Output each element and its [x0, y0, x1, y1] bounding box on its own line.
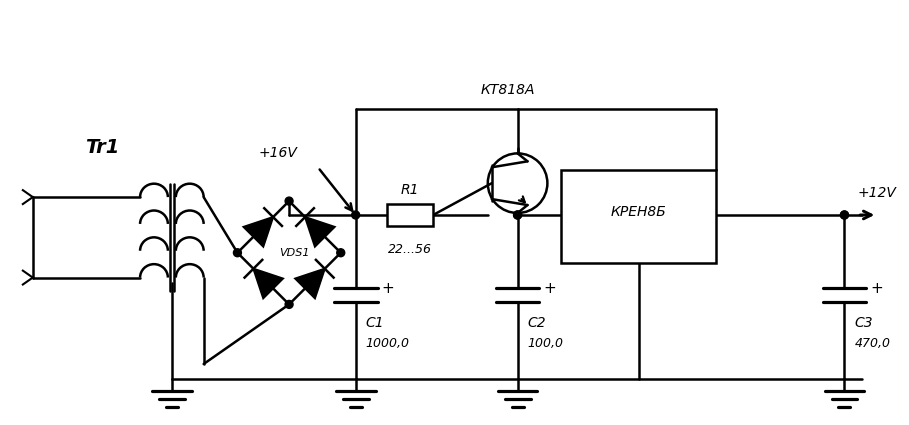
Polygon shape — [295, 269, 325, 298]
Text: +: + — [544, 280, 556, 295]
Circle shape — [352, 211, 360, 219]
Circle shape — [841, 211, 848, 219]
Text: 22...56: 22...56 — [388, 243, 433, 256]
Text: +16V: +16V — [259, 146, 297, 160]
Circle shape — [336, 249, 345, 257]
Text: +12V: +12V — [857, 186, 896, 200]
Text: 1000,0: 1000,0 — [365, 337, 410, 350]
Polygon shape — [254, 269, 283, 298]
Polygon shape — [305, 217, 335, 246]
Text: 100,0: 100,0 — [527, 337, 564, 350]
Text: +: + — [870, 280, 883, 295]
Text: КТ818А: КТ818А — [480, 83, 534, 97]
Circle shape — [841, 211, 848, 219]
Text: C3: C3 — [854, 316, 873, 330]
Polygon shape — [244, 217, 273, 246]
Circle shape — [514, 211, 522, 219]
Circle shape — [285, 197, 293, 205]
Text: VDS1: VDS1 — [279, 248, 309, 258]
Text: КРЕН8Б: КРЕН8Б — [611, 204, 666, 218]
Bar — [387, 204, 434, 226]
Circle shape — [234, 249, 242, 257]
Text: +: + — [382, 280, 395, 295]
Circle shape — [285, 300, 293, 309]
Bar — [561, 170, 716, 263]
Text: C2: C2 — [527, 316, 546, 330]
Circle shape — [514, 211, 522, 219]
Text: 470,0: 470,0 — [854, 337, 891, 350]
Text: C1: C1 — [365, 316, 385, 330]
Text: Tr1: Tr1 — [85, 139, 119, 157]
Text: R1: R1 — [401, 183, 420, 197]
